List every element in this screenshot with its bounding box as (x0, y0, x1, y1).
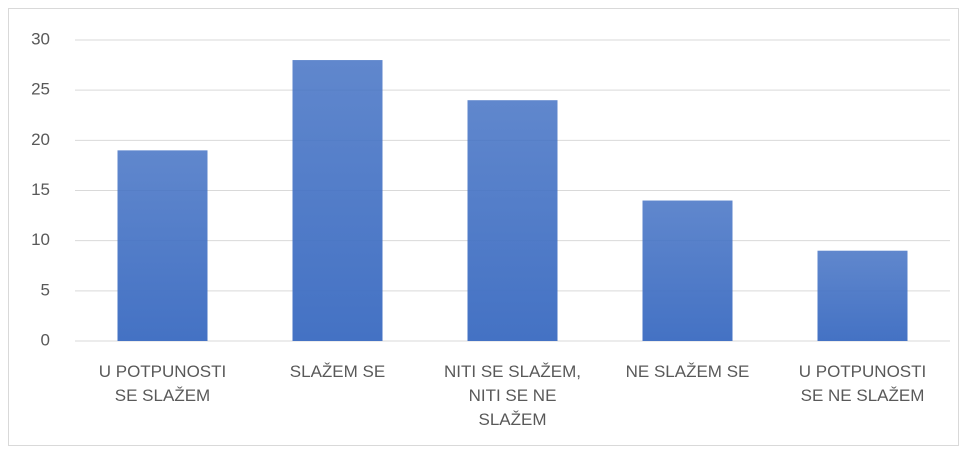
x-tick-label: U POTPUNOSTI SE NE SLAŽEM (798, 362, 927, 405)
y-tick-label: 15 (31, 180, 50, 199)
x-tick-label: U POTPUNOSTI SE SLAŽEM (98, 362, 227, 405)
y-tick-label: 30 (31, 29, 50, 48)
y-tick-label: 10 (31, 230, 50, 249)
x-tick-label: NITI SE SLAŽEM, NITI SE NE SLAŽEM (444, 362, 581, 429)
y-tick-label: 25 (31, 80, 50, 99)
y-tick-label: 5 (41, 280, 50, 299)
x-tick-label: SLAŽEM SE (289, 362, 386, 381)
bar (467, 100, 558, 341)
y-tick-label: 0 (41, 330, 50, 349)
bar (117, 150, 208, 341)
bar (642, 200, 733, 341)
y-tick-label: 20 (31, 130, 50, 149)
x-tick-label: NE SLAŽEM SE (625, 362, 750, 381)
bar (817, 250, 908, 341)
bar (292, 60, 383, 342)
